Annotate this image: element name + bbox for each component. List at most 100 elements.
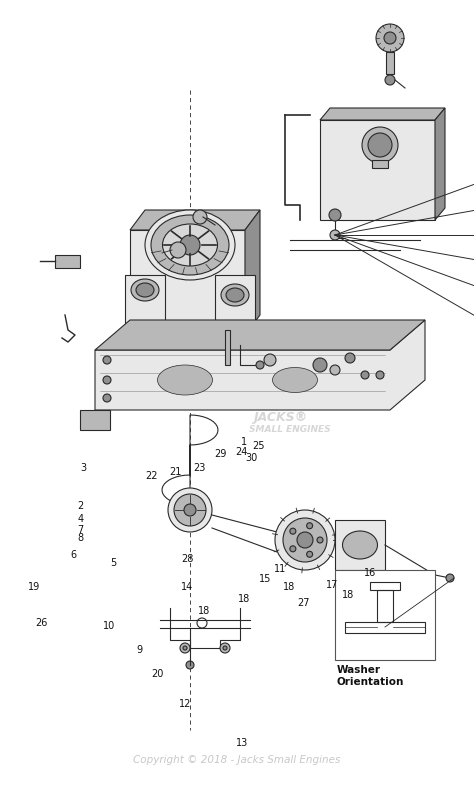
Bar bbox=[225, 330, 230, 365]
Bar bbox=[372, 160, 388, 168]
Circle shape bbox=[275, 510, 335, 570]
Text: 14: 14 bbox=[181, 582, 193, 592]
Circle shape bbox=[180, 643, 190, 653]
Polygon shape bbox=[125, 275, 165, 330]
Circle shape bbox=[345, 353, 355, 363]
Circle shape bbox=[103, 394, 111, 402]
Text: JACKS®: JACKS® bbox=[253, 412, 307, 424]
Text: SMALL ENGINES: SMALL ENGINES bbox=[249, 426, 331, 435]
Text: 1: 1 bbox=[241, 438, 247, 447]
Bar bbox=[335, 570, 435, 660]
Polygon shape bbox=[130, 230, 245, 335]
Circle shape bbox=[170, 242, 186, 258]
Text: 8: 8 bbox=[78, 533, 83, 542]
Text: 6: 6 bbox=[71, 550, 76, 560]
Text: 9: 9 bbox=[137, 646, 143, 655]
Circle shape bbox=[329, 209, 341, 221]
Circle shape bbox=[193, 210, 207, 224]
Text: 23: 23 bbox=[193, 463, 205, 473]
Circle shape bbox=[186, 661, 194, 669]
Polygon shape bbox=[130, 210, 260, 230]
Text: 27: 27 bbox=[297, 598, 310, 607]
Ellipse shape bbox=[131, 279, 159, 301]
Circle shape bbox=[330, 230, 340, 240]
Text: 26: 26 bbox=[35, 618, 47, 627]
Circle shape bbox=[384, 32, 396, 44]
Ellipse shape bbox=[273, 367, 318, 393]
Polygon shape bbox=[435, 108, 445, 220]
Circle shape bbox=[184, 504, 196, 516]
Circle shape bbox=[376, 371, 384, 379]
Polygon shape bbox=[320, 120, 435, 220]
Text: 18: 18 bbox=[238, 594, 250, 603]
Polygon shape bbox=[80, 410, 110, 430]
Circle shape bbox=[376, 24, 404, 52]
Text: 2: 2 bbox=[77, 501, 84, 511]
Polygon shape bbox=[245, 210, 260, 335]
Text: 28: 28 bbox=[181, 554, 193, 564]
Polygon shape bbox=[335, 520, 385, 570]
Circle shape bbox=[290, 546, 296, 552]
Circle shape bbox=[223, 646, 227, 650]
Circle shape bbox=[330, 365, 340, 375]
Polygon shape bbox=[215, 275, 255, 320]
Text: Copyright © 2018 - Jacks Small Engines: Copyright © 2018 - Jacks Small Engines bbox=[133, 755, 341, 765]
Circle shape bbox=[385, 75, 395, 85]
Circle shape bbox=[297, 532, 313, 548]
Circle shape bbox=[317, 537, 323, 543]
Circle shape bbox=[362, 127, 398, 163]
Text: 24: 24 bbox=[236, 447, 248, 457]
Ellipse shape bbox=[136, 283, 154, 297]
Bar bbox=[386, 52, 394, 74]
Text: 22: 22 bbox=[146, 471, 158, 481]
Text: 15: 15 bbox=[259, 574, 272, 584]
Text: 25: 25 bbox=[252, 442, 264, 451]
Polygon shape bbox=[120, 330, 265, 345]
Ellipse shape bbox=[163, 224, 218, 266]
Circle shape bbox=[256, 361, 264, 369]
Circle shape bbox=[174, 494, 206, 526]
Text: 4: 4 bbox=[78, 515, 83, 524]
Text: 16: 16 bbox=[364, 568, 376, 577]
Text: 17: 17 bbox=[326, 580, 338, 590]
Circle shape bbox=[220, 643, 230, 653]
Text: 7: 7 bbox=[77, 525, 84, 534]
Text: 11: 11 bbox=[273, 565, 286, 574]
Circle shape bbox=[183, 646, 187, 650]
Circle shape bbox=[283, 518, 327, 562]
Ellipse shape bbox=[226, 288, 244, 302]
Text: 29: 29 bbox=[214, 450, 227, 459]
Text: 20: 20 bbox=[151, 669, 164, 679]
Circle shape bbox=[307, 551, 313, 557]
Circle shape bbox=[168, 488, 212, 532]
Text: 12: 12 bbox=[179, 699, 191, 709]
Text: 10: 10 bbox=[103, 622, 115, 631]
Ellipse shape bbox=[151, 215, 229, 275]
Text: 18: 18 bbox=[198, 606, 210, 615]
Text: 30: 30 bbox=[245, 454, 257, 463]
Circle shape bbox=[290, 528, 296, 534]
Text: 3: 3 bbox=[80, 463, 86, 473]
Circle shape bbox=[361, 371, 369, 379]
Text: 18: 18 bbox=[283, 582, 295, 592]
Ellipse shape bbox=[343, 531, 377, 559]
Circle shape bbox=[307, 523, 313, 529]
Ellipse shape bbox=[157, 365, 212, 395]
Circle shape bbox=[180, 235, 200, 255]
Circle shape bbox=[264, 354, 276, 366]
Polygon shape bbox=[320, 108, 445, 120]
Text: 13: 13 bbox=[236, 738, 248, 748]
Circle shape bbox=[103, 376, 111, 384]
Ellipse shape bbox=[145, 210, 235, 280]
Text: 19: 19 bbox=[28, 582, 40, 592]
Text: 5: 5 bbox=[110, 558, 117, 568]
Circle shape bbox=[313, 358, 327, 372]
Text: 21: 21 bbox=[169, 467, 182, 477]
Polygon shape bbox=[55, 255, 80, 268]
Circle shape bbox=[446, 574, 454, 582]
Circle shape bbox=[103, 356, 111, 364]
Text: Washer
Orientation: Washer Orientation bbox=[337, 665, 404, 687]
Ellipse shape bbox=[221, 284, 249, 306]
Text: 18: 18 bbox=[342, 590, 355, 600]
Polygon shape bbox=[95, 320, 425, 350]
